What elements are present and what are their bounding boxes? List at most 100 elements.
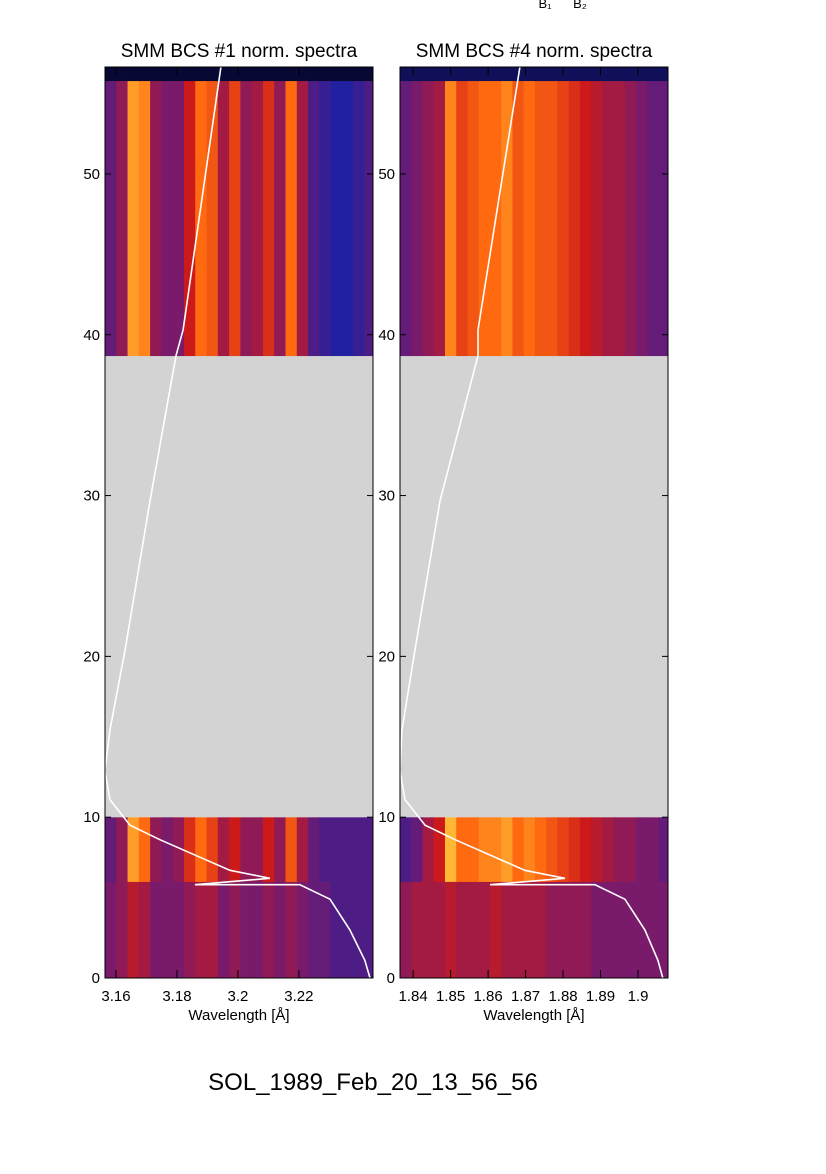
y-tick-label: 50	[83, 166, 100, 183]
heatmap-cell	[591, 817, 603, 882]
heatmap-cell	[240, 67, 253, 82]
heatmap-cell	[444, 80, 457, 357]
heatmap-cell	[444, 881, 457, 978]
heatmap-cell	[557, 881, 570, 978]
heatmap-cell	[591, 881, 603, 978]
heatmap-cell	[568, 817, 581, 882]
heatmap-cell	[364, 881, 373, 978]
heatmap-cell	[489, 67, 502, 82]
heatmap-cell	[161, 67, 174, 82]
heatmap-cell	[251, 80, 264, 357]
heatmap-cell	[341, 881, 354, 978]
heatmap-cell	[624, 67, 637, 82]
heatmap-cell	[444, 817, 457, 882]
heatmap-cell	[330, 80, 343, 357]
heatmap-cell	[240, 881, 253, 978]
heatmap-cell	[308, 80, 320, 357]
heatmap-cell	[364, 80, 373, 357]
heatmap-cell	[195, 80, 207, 357]
heatmap-cell	[150, 881, 162, 978]
heatmap-cell	[116, 881, 128, 978]
heatmap-cell	[636, 67, 648, 82]
heatmap-cell	[319, 817, 332, 882]
x-tick-label: 1.9	[628, 988, 649, 1005]
plot-frame	[399, 66, 669, 979]
heatmap-cell	[422, 881, 435, 978]
heatmap-cell	[161, 80, 174, 357]
heatmap-cell	[353, 67, 365, 82]
heatmap-cell	[195, 67, 207, 82]
heatmap-cell	[161, 881, 174, 978]
heatmap-cell	[217, 67, 230, 82]
x-axis-label: Wavelength [Å]	[188, 1007, 289, 1024]
light-curve	[400, 67, 664, 978]
y-tick-label: 30	[378, 488, 395, 505]
heatmap-cell	[229, 80, 241, 357]
heatmap-cell	[217, 80, 230, 357]
heatmap-cell	[478, 80, 491, 357]
heatmap-cell	[602, 881, 615, 978]
heatmap-cell	[501, 67, 513, 82]
heatmap-cell	[308, 67, 320, 82]
y-tick-label: 20	[83, 648, 100, 665]
heatmap-cell	[489, 817, 502, 882]
heatmap-cell	[105, 817, 117, 882]
heatmap-cell	[319, 881, 332, 978]
plot-frame	[104, 66, 374, 979]
heatmap-cell	[422, 817, 435, 882]
y-tick-label: 40	[378, 327, 395, 344]
heatmap-cell	[341, 817, 354, 882]
heatmap-cell	[613, 67, 626, 82]
x-tick-label: 3.18	[162, 988, 191, 1005]
heatmap-cell	[456, 817, 468, 882]
heatmap-cell	[478, 881, 491, 978]
heatmap-cell	[613, 80, 626, 357]
heatmap-cell	[296, 881, 309, 978]
annotation: B₂	[573, 0, 587, 11]
y-tick-label: 10	[83, 809, 100, 826]
heatmap-cell	[150, 67, 162, 82]
heatmap-cell	[240, 80, 253, 357]
heatmap-cell	[579, 817, 592, 882]
x-tick-label: 1.84	[399, 988, 428, 1005]
heatmap-cell	[251, 67, 264, 82]
heatmap-cell	[296, 817, 309, 882]
heatmap-cell	[127, 817, 140, 882]
heatmap-cell	[613, 881, 626, 978]
heatmap-cell	[568, 80, 581, 357]
heatmap-cell	[501, 817, 513, 882]
heatmap-cell	[138, 817, 151, 882]
heatmap-cell	[636, 881, 648, 978]
heatmap-cell	[624, 881, 637, 978]
heatmap-cell	[534, 80, 547, 357]
heatmap-cell	[161, 817, 174, 882]
heatmap-cell	[411, 817, 423, 882]
heatmap-cell	[206, 80, 219, 357]
x-tick-label: 1.85	[436, 988, 465, 1005]
heatmap-cell	[138, 80, 151, 357]
heatmap-cell	[364, 67, 373, 82]
y-tick-label: 40	[83, 327, 100, 344]
heatmap-cell	[557, 817, 570, 882]
heatmap-cell	[330, 817, 343, 882]
heatmap-cell	[467, 817, 480, 882]
heatmap-cell	[195, 817, 207, 882]
heatmap-cell	[353, 881, 365, 978]
heatmap-cell	[523, 80, 536, 357]
heatmap-cell	[285, 817, 298, 882]
heatmap-cell	[274, 67, 286, 82]
x-axis-label: Wavelength [Å]	[483, 1007, 584, 1024]
heatmap-cell	[127, 80, 140, 357]
heatmap-cell	[217, 817, 230, 882]
heatmap-cell	[296, 67, 309, 82]
heatmap-cell	[274, 881, 286, 978]
heatmap-cell	[341, 67, 354, 82]
heatmap-cell	[206, 67, 219, 82]
heatmap-cell	[422, 67, 435, 82]
y-tick-label: 20	[378, 648, 395, 665]
heatmap-cell	[411, 67, 423, 82]
heatmap-cell	[478, 67, 491, 82]
heatmap-cell	[546, 817, 558, 882]
x-tick-label: 1.86	[473, 988, 502, 1005]
heatmap-cell	[308, 881, 320, 978]
